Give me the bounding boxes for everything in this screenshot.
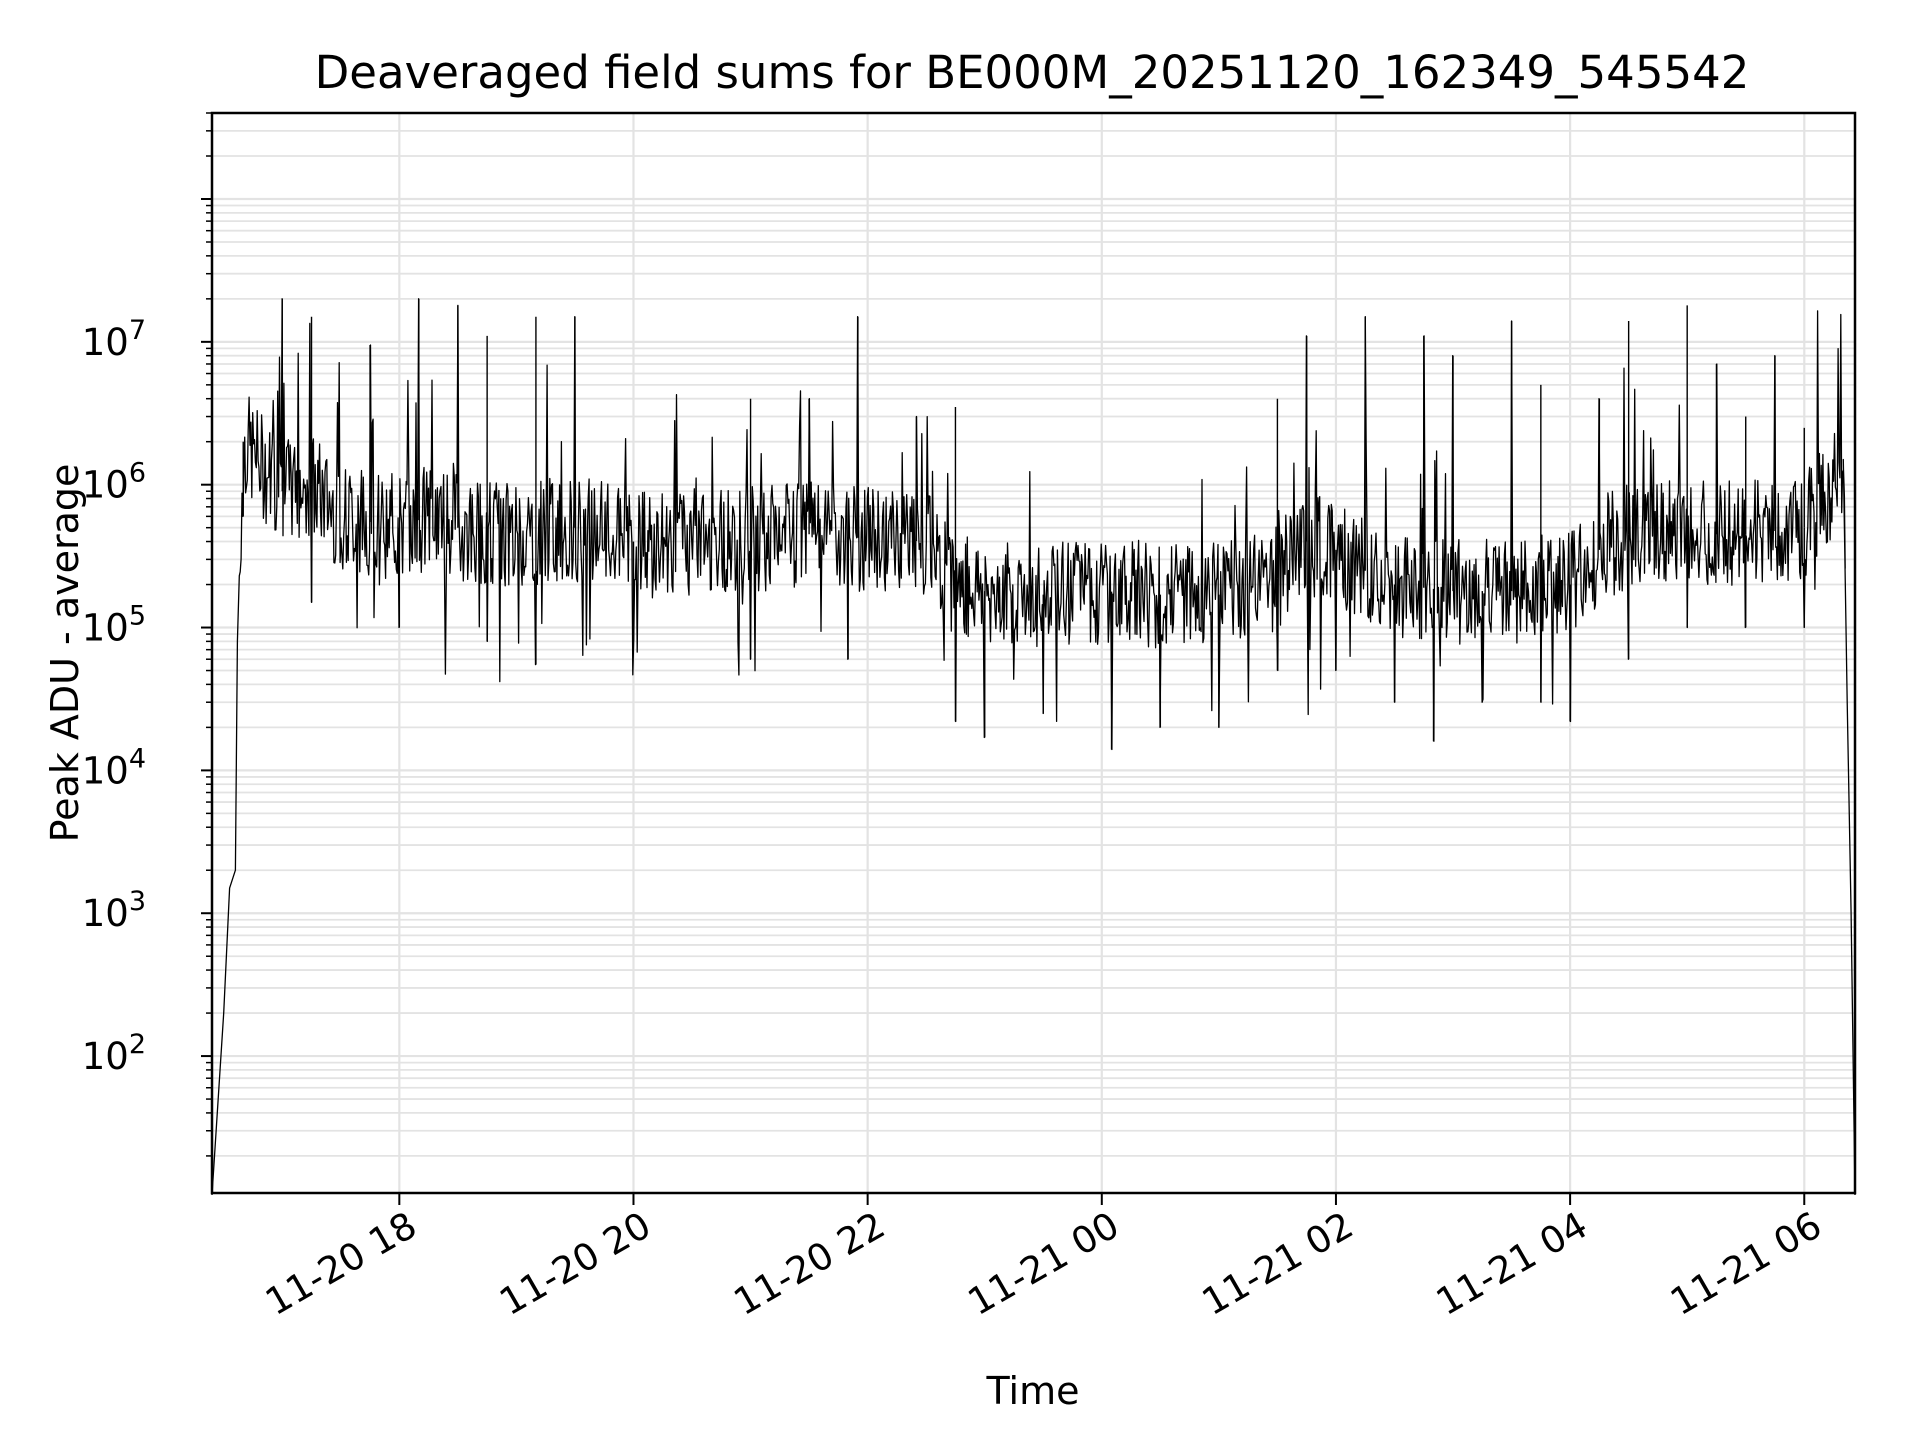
- x-axis-label: Time: [986, 1369, 1080, 1413]
- plot-frame: [210, 111, 1857, 1195]
- y-tick-label: 103: [82, 886, 146, 935]
- chart-title: Deaveraged field sums for BE000M_2025112…: [315, 46, 1750, 99]
- y-tick-label: 107: [82, 315, 146, 364]
- series-line: [211, 298, 1856, 1196]
- y-tick-label: 106: [82, 458, 146, 507]
- y-axis-label: Peak ADU - average: [43, 464, 87, 843]
- y-tick-label: 105: [82, 601, 146, 650]
- y-tick-label: 102: [82, 1029, 146, 1078]
- y-axis-ticks: 102 103 104 105 106 107: [82, 112, 212, 1157]
- series-layer: [211, 298, 1856, 1196]
- y-tick-label: 104: [82, 743, 146, 792]
